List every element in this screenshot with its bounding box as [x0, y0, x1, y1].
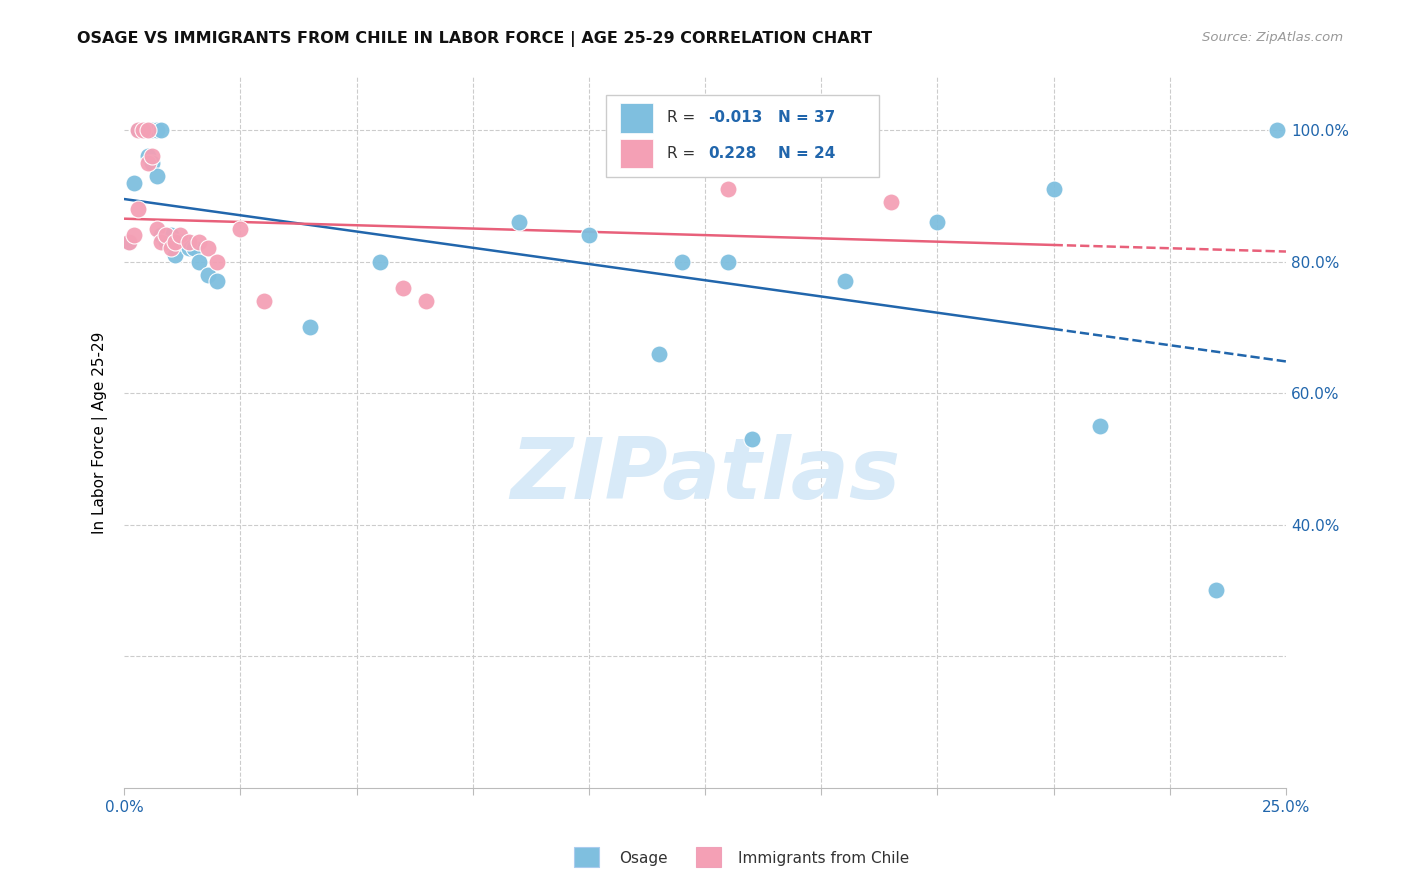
- Point: [132, 123, 155, 137]
- Point: [155, 235, 177, 249]
- Text: R =: R =: [666, 146, 700, 161]
- Text: OSAGE VS IMMIGRANTS FROM CHILE IN LABOR FORCE | AGE 25-29 CORRELATION CHART: OSAGE VS IMMIGRANTS FROM CHILE IN LABOR …: [77, 31, 873, 47]
- Point: [415, 294, 437, 309]
- Point: [578, 228, 600, 243]
- Point: [136, 156, 159, 170]
- Point: [150, 123, 173, 137]
- Point: [127, 202, 149, 216]
- Point: [1088, 419, 1111, 434]
- Point: [717, 182, 740, 196]
- Point: [671, 254, 693, 268]
- Point: [118, 235, 141, 249]
- Point: [508, 215, 530, 229]
- Point: [229, 221, 252, 235]
- Point: [118, 235, 141, 249]
- Point: [173, 235, 195, 249]
- Point: [187, 235, 209, 249]
- FancyBboxPatch shape: [606, 95, 879, 177]
- Point: [136, 123, 159, 137]
- Bar: [620, 138, 652, 169]
- Point: [136, 123, 159, 137]
- Point: [159, 228, 181, 243]
- Point: [141, 149, 163, 163]
- Point: [165, 235, 187, 249]
- Point: [122, 176, 145, 190]
- Point: [392, 281, 415, 295]
- Point: [880, 195, 903, 210]
- Text: N = 24: N = 24: [779, 146, 835, 161]
- Point: [927, 215, 949, 229]
- Bar: [574, 847, 599, 867]
- Point: [146, 169, 169, 183]
- Point: [834, 274, 856, 288]
- Point: [150, 228, 173, 243]
- Text: -0.013: -0.013: [709, 111, 763, 126]
- Point: [207, 254, 229, 268]
- Point: [1265, 123, 1288, 137]
- Text: Immigrants from Chile: Immigrants from Chile: [738, 851, 910, 865]
- Point: [127, 123, 149, 137]
- Point: [207, 274, 229, 288]
- Point: [146, 123, 169, 137]
- Point: [299, 320, 322, 334]
- Point: [169, 228, 191, 243]
- Text: 0.228: 0.228: [709, 146, 756, 161]
- Point: [146, 221, 169, 235]
- Point: [127, 123, 149, 137]
- Point: [197, 242, 219, 256]
- Point: [741, 432, 763, 446]
- Point: [165, 248, 187, 262]
- Point: [141, 156, 163, 170]
- Point: [132, 123, 155, 137]
- Point: [1205, 583, 1227, 598]
- Text: R =: R =: [666, 111, 700, 126]
- Point: [179, 235, 201, 249]
- Point: [169, 235, 191, 249]
- Point: [253, 294, 276, 309]
- Point: [647, 346, 669, 360]
- Point: [136, 149, 159, 163]
- Point: [717, 254, 740, 268]
- Point: [127, 123, 149, 137]
- Point: [1042, 182, 1064, 196]
- Bar: [620, 103, 652, 133]
- Bar: [696, 847, 721, 867]
- Point: [197, 268, 219, 282]
- Point: [187, 254, 209, 268]
- Y-axis label: In Labor Force | Age 25-29: In Labor Force | Age 25-29: [93, 332, 108, 533]
- Text: N = 37: N = 37: [779, 111, 835, 126]
- Point: [183, 242, 205, 256]
- Point: [159, 242, 181, 256]
- Point: [155, 228, 177, 243]
- Text: Source: ZipAtlas.com: Source: ZipAtlas.com: [1202, 31, 1343, 45]
- Point: [141, 123, 163, 137]
- Point: [122, 228, 145, 243]
- Text: ZIPatlas: ZIPatlas: [510, 434, 900, 516]
- Point: [368, 254, 391, 268]
- Text: Osage: Osage: [619, 851, 668, 865]
- Point: [150, 235, 173, 249]
- Point: [179, 242, 201, 256]
